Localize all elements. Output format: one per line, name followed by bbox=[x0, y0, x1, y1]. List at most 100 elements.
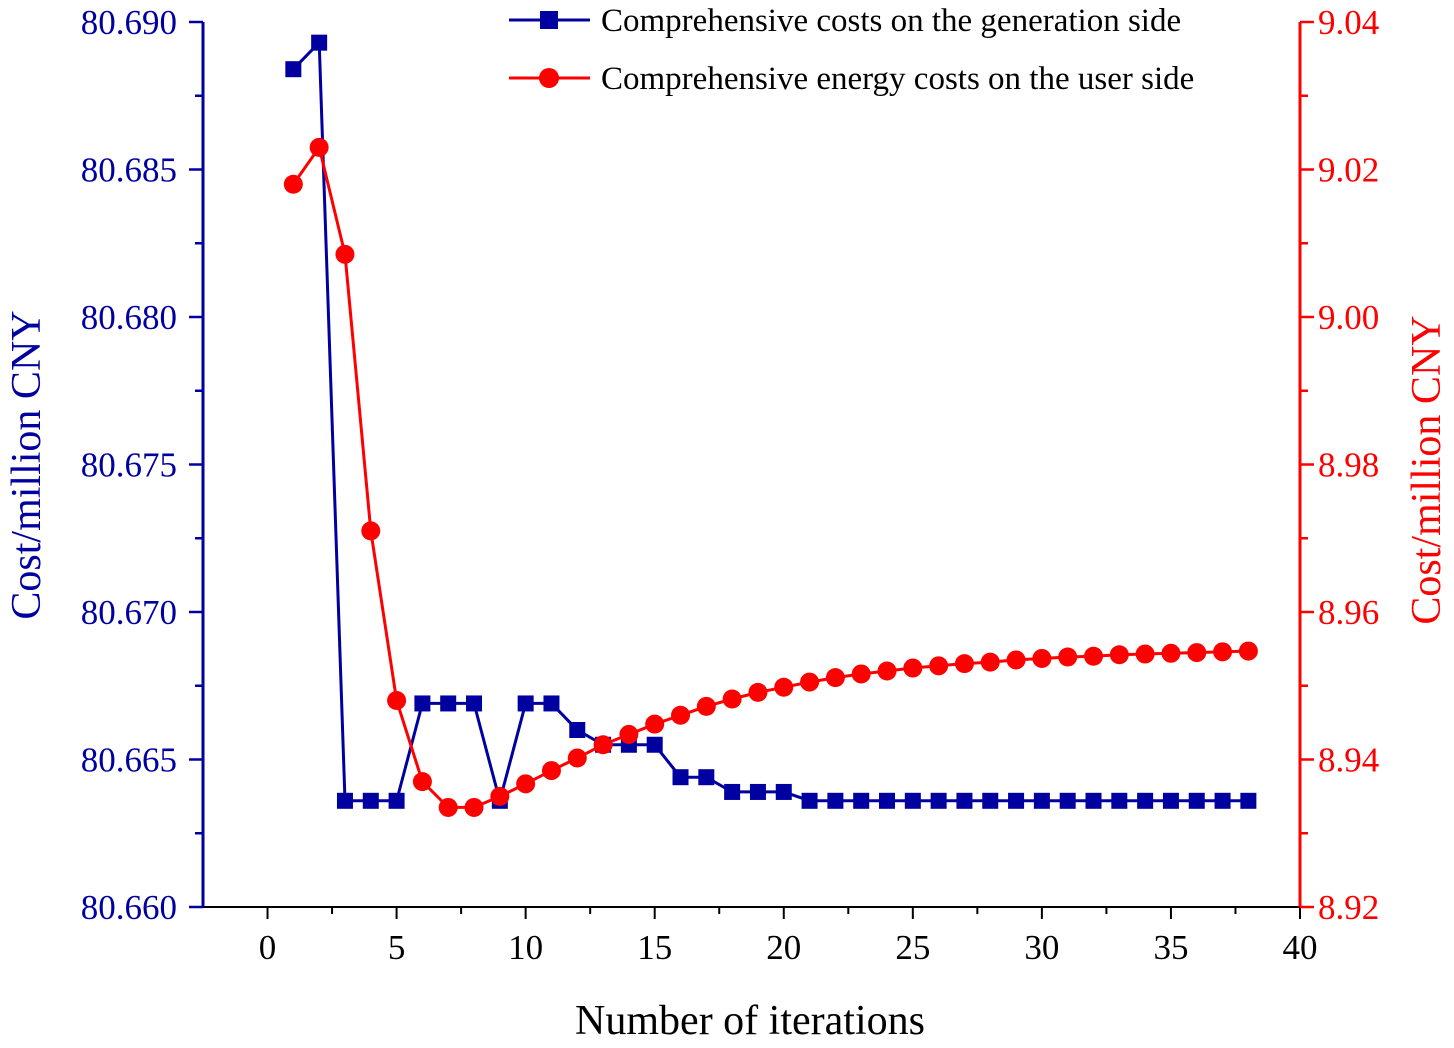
x-tick-label: 20 bbox=[766, 928, 801, 967]
user-cost-point bbox=[593, 735, 613, 755]
user-cost-point bbox=[387, 691, 407, 710]
legend-marker-square bbox=[540, 11, 558, 29]
user-cost-point bbox=[1006, 650, 1026, 670]
user-cost-point bbox=[1161, 643, 1181, 663]
series-layer bbox=[283, 34, 1258, 817]
generation-cost-point bbox=[1008, 792, 1025, 809]
generation-cost-point bbox=[1033, 792, 1050, 809]
right-tick-label: 8.96 bbox=[1318, 593, 1379, 632]
generation-cost-point bbox=[1085, 792, 1102, 809]
user-cost-point bbox=[516, 774, 536, 794]
legend-label-user: Comprehensive energy costs on the user s… bbox=[601, 61, 1194, 97]
right-axis-ticks: 8.92 8.94 8.96 8.98 9.00 9.02 9.04 bbox=[1300, 3, 1379, 927]
x-tick-label: 15 bbox=[637, 928, 672, 967]
right-tick-label: 8.92 bbox=[1318, 888, 1379, 927]
user-cost-point bbox=[722, 689, 742, 709]
user-cost-point bbox=[929, 656, 949, 676]
user-cost-point bbox=[980, 652, 1000, 672]
generation-cost-point bbox=[388, 792, 405, 809]
user-cost-point bbox=[541, 761, 561, 781]
generation-cost-point bbox=[853, 792, 870, 809]
user-cost-point bbox=[412, 772, 432, 792]
generation-cost-point bbox=[672, 769, 689, 786]
generation-cost-point bbox=[414, 695, 431, 712]
x-tick-label: 35 bbox=[1153, 928, 1188, 967]
left-tick-label: 80.685 bbox=[81, 151, 177, 190]
user-cost-point bbox=[1213, 642, 1233, 662]
left-tick-label: 80.665 bbox=[81, 741, 177, 780]
user-cost-point bbox=[361, 521, 381, 541]
generation-cost-point bbox=[930, 792, 947, 809]
generation-cost-point bbox=[1059, 792, 1076, 809]
legend: Comprehensive costs on the generation si… bbox=[509, 3, 1194, 97]
series-line-0 bbox=[292, 39, 1249, 807]
left-tick-label: 80.660 bbox=[81, 888, 177, 927]
generation-cost-point bbox=[336, 792, 353, 809]
user-cost-point bbox=[1109, 645, 1129, 665]
user-cost-point bbox=[825, 668, 845, 688]
left-tick-label: 80.675 bbox=[81, 446, 177, 485]
series-line-1 bbox=[292, 143, 1249, 809]
user-cost-point bbox=[1135, 644, 1155, 664]
user-cost-point bbox=[464, 797, 484, 817]
generation-cost-point bbox=[827, 792, 844, 809]
right-axis-title: Cost/million CNY bbox=[1404, 315, 1450, 624]
user-cost-point bbox=[903, 658, 923, 678]
generation-cost-point bbox=[440, 695, 457, 712]
user-cost-point bbox=[800, 672, 820, 692]
x-tick-label: 40 bbox=[1283, 928, 1318, 967]
left-axis-ticks: 80.660 80.665 80.670 80.675 80.680 80.685 80.6… bbox=[81, 3, 203, 927]
user-cost-point bbox=[1032, 648, 1052, 668]
user-cost-point bbox=[1084, 646, 1104, 666]
x-axis-title: Number of iterations bbox=[575, 998, 925, 1044]
generation-cost-point bbox=[362, 792, 379, 809]
x-tick-label: 30 bbox=[1024, 928, 1059, 967]
user-cost-point bbox=[954, 654, 974, 674]
generation-cost-point bbox=[1137, 792, 1154, 809]
generation-cost-point bbox=[982, 792, 999, 809]
generation-cost-point bbox=[646, 736, 663, 753]
generation-cost-point bbox=[749, 783, 766, 800]
right-tick-label: 9.00 bbox=[1318, 298, 1379, 337]
user-cost-point bbox=[438, 797, 458, 817]
user-cost-point bbox=[645, 714, 665, 734]
right-tick-label: 9.02 bbox=[1318, 151, 1379, 190]
left-tick-label: 80.690 bbox=[81, 3, 177, 42]
generation-cost-point bbox=[879, 792, 896, 809]
left-tick-label: 80.680 bbox=[81, 298, 177, 337]
generation-cost-point bbox=[904, 792, 921, 809]
generation-cost-point bbox=[801, 792, 818, 809]
generation-cost-point bbox=[698, 769, 715, 786]
user-cost-point bbox=[1187, 643, 1207, 663]
user-cost-point bbox=[774, 677, 794, 697]
user-cost-point bbox=[877, 661, 897, 681]
generation-cost-point bbox=[724, 783, 741, 800]
generation-cost-point bbox=[466, 695, 483, 712]
generation-cost-point bbox=[956, 792, 973, 809]
right-tick-label: 8.98 bbox=[1318, 446, 1379, 485]
generation-cost-point bbox=[1111, 792, 1128, 809]
generation-cost-point bbox=[285, 61, 302, 78]
generation-cost-point bbox=[1162, 792, 1179, 809]
user-cost-point bbox=[748, 682, 768, 702]
user-cost-point bbox=[309, 137, 329, 157]
legend-marker-circle bbox=[539, 68, 559, 88]
generation-cost-point bbox=[1188, 792, 1205, 809]
generation-cost-point bbox=[1214, 792, 1231, 809]
generation-cost-point bbox=[311, 34, 328, 51]
legend-label-generation: Comprehensive costs on the generation si… bbox=[601, 3, 1181, 39]
x-axis-ticks: 0 5 10 15 20 25 30 35 40 bbox=[259, 907, 1318, 967]
generation-cost-point bbox=[569, 722, 586, 738]
user-cost-point bbox=[490, 786, 510, 806]
right-tick-label: 9.04 bbox=[1318, 3, 1379, 42]
user-cost-point bbox=[619, 724, 639, 744]
user-cost-point bbox=[283, 174, 303, 194]
x-tick-label: 10 bbox=[508, 928, 543, 967]
left-tick-label: 80.670 bbox=[81, 593, 177, 632]
generation-cost-point bbox=[517, 695, 534, 712]
user-cost-point bbox=[696, 696, 716, 716]
user-cost-point bbox=[567, 748, 587, 768]
x-tick-label: 0 bbox=[259, 928, 277, 967]
right-tick-label: 8.94 bbox=[1318, 741, 1379, 780]
